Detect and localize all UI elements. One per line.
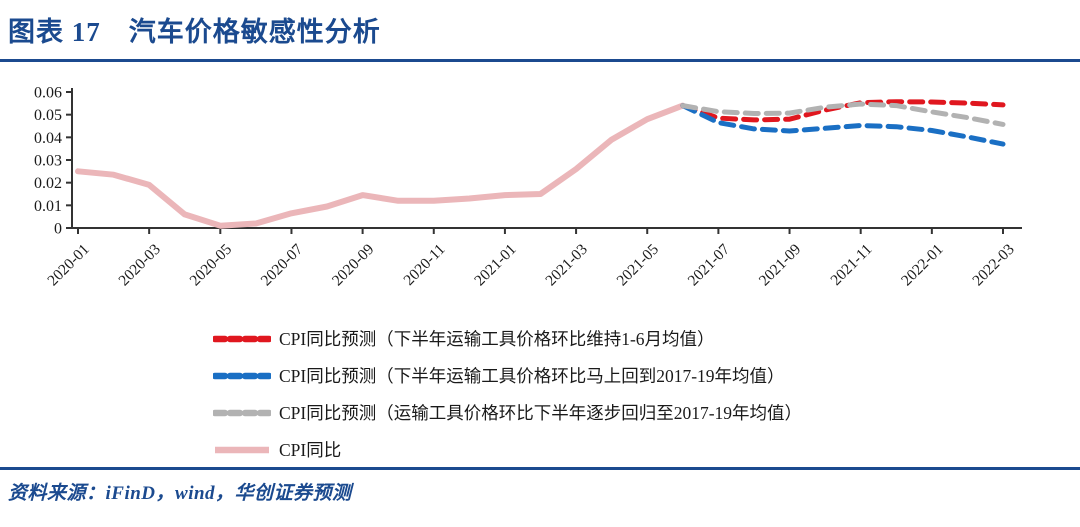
x-tick-label: 2020-07 [258,241,307,290]
y-tick-label: 0 [54,221,62,238]
legend-swatch-blue-line-icon [213,372,271,379]
chart-area: 0 0.01 0.02 0.03 0.04 0.05 0.06 2020-01 2020-03 2… [34,85,1022,290]
x-tick-label: 2022-03 [969,241,1018,290]
y-tick-label: 0.06 [34,85,62,102]
x-tick-label: 2020-09 [329,241,378,290]
x-tick-label: 2021-05 [614,241,663,290]
legend-swatch-red-line-icon [213,335,271,342]
y-tick-label: 0.01 [34,198,62,215]
legend-item: CPI同比预测（下半年运输工具价格环比维持1-6月均值） [213,320,802,357]
x-tick-label: 2020-05 [187,241,236,290]
series-line-blue [680,103,1006,147]
series-line-pink [75,102,686,229]
source-note: 资料来源：iFinD，wind，华创证券预测 [8,483,352,504]
y-tick-label: 0.02 [34,175,62,192]
legend-label: CPI同比 [279,440,342,460]
footer-divider-rule [0,467,1080,470]
series-line-gray [680,101,1006,127]
series-line-red [680,99,1006,123]
x-tick-label: 2021-03 [542,241,591,290]
figure-caption: 图表 17 汽车价格敏感性分析 [8,17,381,47]
y-tick-label: 0.04 [34,130,62,147]
x-tick-label: 2021-11 [827,241,875,289]
x-tick-label: 2022-01 [898,241,947,290]
cpi-sensitivity-chart: 0 0.01 0.02 0.03 0.04 0.05 0.06 2020-01 2020-03 2… [34,85,1022,290]
x-tick-label: 2020-03 [115,241,164,290]
x-tick-label: 2021-09 [756,241,805,290]
legend-label: CPI同比预测（下半年运输工具价格环比维持1-6月均值） [279,329,715,349]
title-divider-rule [0,59,1080,62]
legend-item: CPI同比 [213,431,802,468]
chart-legend: CPI同比预测（下半年运输工具价格环比维持1-6月均值） CPI同比预测（下半年运… [213,320,802,468]
legend-label: CPI同比预测（运输工具价格环比下半年逐步回归至2017-19年均值） [279,403,803,423]
x-tick-label: 2021-07 [685,241,734,290]
legend-label: CPI同比预测（下半年运输工具价格环比马上回到2017-19年均值） [279,366,785,386]
legend-swatch-pink-line-icon [215,446,269,453]
legend-swatch-gray-line-icon [213,409,271,416]
x-tick-label: 2020-11 [400,241,448,289]
legend-item: CPI同比预测（下半年运输工具价格环比马上回到2017-19年均值） [213,357,802,394]
x-tick-label: 2021-01 [471,241,520,290]
legend-item: CPI同比预测（运输工具价格环比下半年逐步回归至2017-19年均值） [213,394,802,431]
y-tick-label: 0.05 [34,107,62,124]
y-tick-label: 0.03 [34,153,62,170]
x-tick-label: 2020-01 [44,241,93,290]
